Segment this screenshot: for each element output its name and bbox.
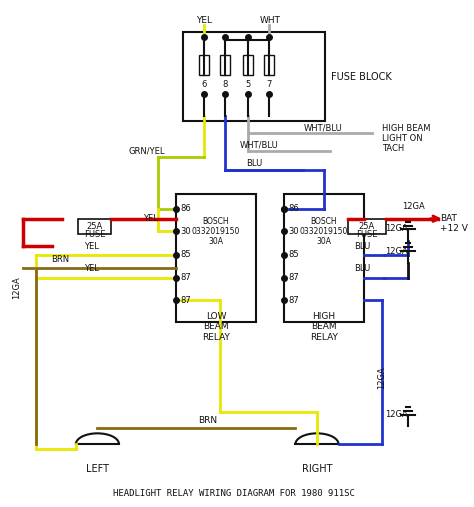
Text: BLU: BLU (354, 264, 370, 273)
Text: 30: 30 (289, 227, 299, 236)
Text: 85: 85 (289, 250, 299, 260)
Text: FUSE BLOCK: FUSE BLOCK (331, 71, 392, 82)
Text: WHT/BLU: WHT/BLU (240, 141, 279, 150)
Text: YEL: YEL (196, 16, 212, 25)
Text: 12GA: 12GA (385, 224, 408, 233)
Text: WHT/BLU: WHT/BLU (303, 123, 342, 132)
Text: 87: 87 (181, 296, 191, 305)
Text: HIGH
BEAM
RELAY: HIGH BEAM RELAY (310, 312, 338, 342)
Text: BAT
+12 V: BAT +12 V (440, 214, 468, 233)
Text: 25A: 25A (359, 222, 375, 231)
Bar (176, 194, 256, 321)
Text: 12GA: 12GA (377, 366, 386, 389)
Text: 25A: 25A (86, 222, 102, 231)
Text: 12GA: 12GA (385, 410, 408, 419)
Text: 87: 87 (181, 273, 191, 282)
Text: BLU: BLU (354, 242, 370, 250)
Text: WHT: WHT (259, 16, 281, 25)
Text: YEL: YEL (84, 242, 99, 250)
Text: LEFT: LEFT (86, 463, 109, 474)
Text: 7: 7 (266, 80, 272, 89)
Text: BRN: BRN (51, 256, 69, 264)
Text: GRN/YEL: GRN/YEL (128, 147, 164, 156)
Text: 87: 87 (289, 296, 299, 305)
Bar (78, 219, 111, 234)
Text: 12GA: 12GA (401, 202, 424, 211)
Text: BOSCH
0332019150
30A: BOSCH 0332019150 30A (192, 216, 240, 246)
Text: 30: 30 (181, 227, 191, 236)
Bar (200, 55, 209, 75)
Text: HEADLIGHT RELAY WIRING DIAGRAM FOR 1980 911SC: HEADLIGHT RELAY WIRING DIAGRAM FOR 1980 … (113, 489, 355, 498)
Text: 86: 86 (289, 204, 299, 213)
Text: 8: 8 (222, 80, 228, 89)
Text: 12GA: 12GA (13, 276, 22, 299)
Text: BLU: BLU (246, 159, 263, 168)
Bar (182, 32, 325, 121)
Text: HIGH BEAM
LIGHT ON
TACH: HIGH BEAM LIGHT ON TACH (382, 124, 430, 154)
Text: FUSE: FUSE (84, 230, 105, 239)
Text: RIGHT: RIGHT (302, 463, 332, 474)
Text: YEL: YEL (143, 214, 158, 223)
Bar (244, 55, 253, 75)
Text: 12GA: 12GA (385, 246, 408, 256)
Text: BRN: BRN (198, 416, 217, 425)
Text: BOSCH
0332019150
30A: BOSCH 0332019150 30A (300, 216, 348, 246)
Text: 85: 85 (181, 250, 191, 260)
Text: LOW
BEAM
RELAY: LOW BEAM RELAY (202, 312, 230, 342)
Bar (348, 219, 385, 234)
Bar (283, 194, 364, 321)
Text: 5: 5 (246, 80, 251, 89)
Bar (264, 55, 274, 75)
Text: 87: 87 (289, 273, 299, 282)
Text: 86: 86 (181, 204, 191, 213)
Text: FUSE: FUSE (356, 230, 378, 239)
Text: YEL: YEL (84, 264, 99, 273)
Bar (220, 55, 230, 75)
Text: 6: 6 (201, 80, 207, 89)
